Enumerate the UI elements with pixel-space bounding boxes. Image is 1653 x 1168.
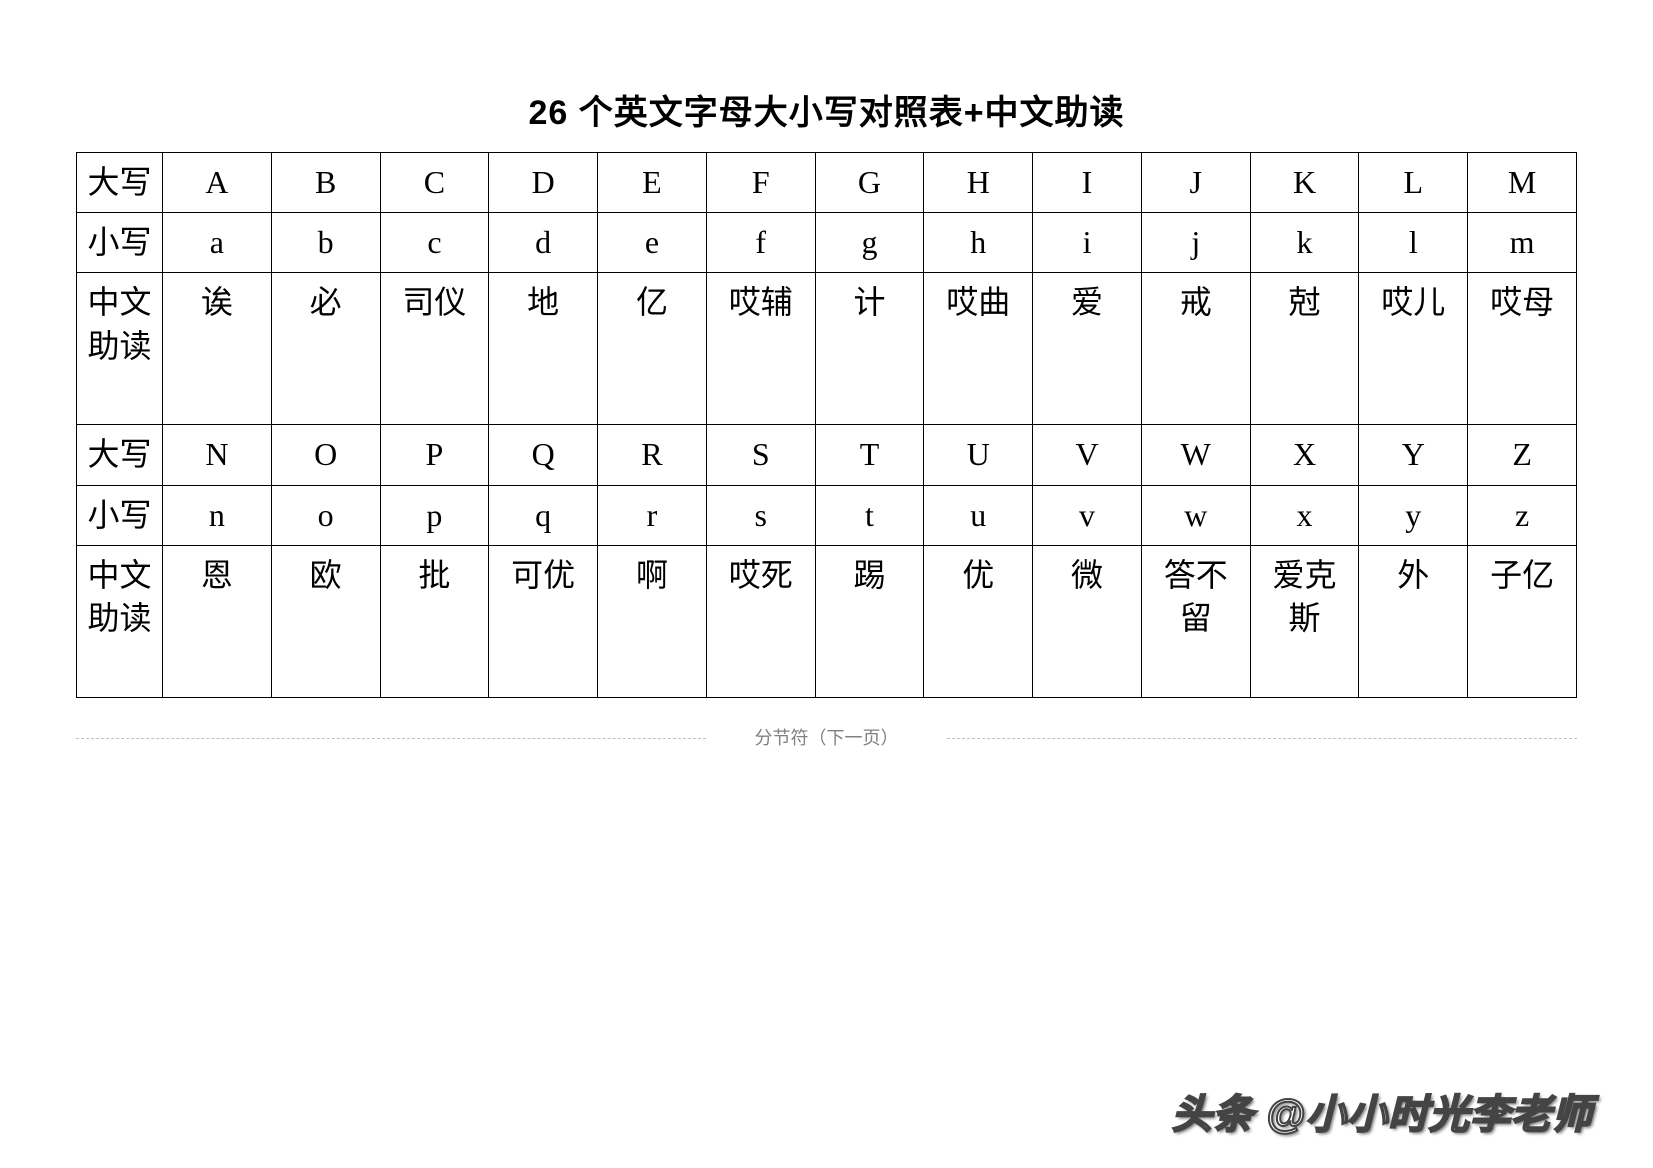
cell: U	[924, 425, 1033, 485]
cell: 哎辅	[706, 273, 815, 425]
cell: Z	[1468, 425, 1577, 485]
watermark: 头条 @小小时光李老师	[1172, 1082, 1593, 1140]
cell: u	[924, 485, 1033, 545]
cell: s	[706, 485, 815, 545]
cell: O	[271, 425, 380, 485]
cell: B	[271, 153, 380, 213]
cell: g	[815, 213, 924, 273]
cell: b	[271, 213, 380, 273]
cell: I	[1033, 153, 1142, 213]
cell: 批	[380, 545, 489, 697]
cell: a	[163, 213, 272, 273]
cell: 哎母	[1468, 273, 1577, 425]
cell: w	[1141, 485, 1250, 545]
cell: 戒	[1141, 273, 1250, 425]
cell: 外	[1359, 545, 1468, 697]
cell: W	[1141, 425, 1250, 485]
cell: 爱	[1033, 273, 1142, 425]
table-row: 大写 N O P Q R S T U V W X Y Z	[77, 425, 1577, 485]
cell: r	[598, 485, 707, 545]
cell: v	[1033, 485, 1142, 545]
cell: i	[1033, 213, 1142, 273]
cell: Y	[1359, 425, 1468, 485]
cell: G	[815, 153, 924, 213]
cell: X	[1250, 425, 1359, 485]
cell: 欧	[271, 545, 380, 697]
cell: o	[271, 485, 380, 545]
cell: K	[1250, 153, 1359, 213]
table-row: 小写 n o p q r s t u v w x y z	[77, 485, 1577, 545]
cell: 必	[271, 273, 380, 425]
cell: N	[163, 425, 272, 485]
cell: x	[1250, 485, 1359, 545]
cell: q	[489, 485, 598, 545]
cell: 爱克斯	[1250, 545, 1359, 697]
cell: 答不留	[1141, 545, 1250, 697]
cell: D	[489, 153, 598, 213]
cell: 优	[924, 545, 1033, 697]
cell: y	[1359, 485, 1468, 545]
cell: F	[706, 153, 815, 213]
cell: 微	[1033, 545, 1142, 697]
table-row: 大写 A B C D E F G H I J K L M	[77, 153, 1577, 213]
cell: 尅	[1250, 273, 1359, 425]
row-label-upper: 大写	[77, 425, 163, 485]
cell: S	[706, 425, 815, 485]
cell: 踢	[815, 545, 924, 697]
row-label-lower: 小写	[77, 485, 163, 545]
cell: 计	[815, 273, 924, 425]
cell: l	[1359, 213, 1468, 273]
cell: Q	[489, 425, 598, 485]
table-row: 小写 a b c d e f g h i j k l m	[77, 213, 1577, 273]
cell: k	[1250, 213, 1359, 273]
cell: d	[489, 213, 598, 273]
cell: c	[380, 213, 489, 273]
section-break-label: 分节符（下一页）	[749, 728, 905, 748]
cell: V	[1033, 425, 1142, 485]
cell: 恩	[163, 545, 272, 697]
cell: f	[706, 213, 815, 273]
cell: 哎曲	[924, 273, 1033, 425]
cell: R	[598, 425, 707, 485]
row-label-upper: 大写	[77, 153, 163, 213]
cell: 可优	[489, 545, 598, 697]
cell: h	[924, 213, 1033, 273]
cell: 亿	[598, 273, 707, 425]
cell: P	[380, 425, 489, 485]
alphabet-table: 大写 A B C D E F G H I J K L M 小写 a b c d …	[76, 152, 1577, 698]
cell: 哎死	[706, 545, 815, 697]
cell: 诶	[163, 273, 272, 425]
page-title: 26 个英文字母大小写对照表+中文助读	[76, 85, 1577, 134]
table-row: 中文助读 诶 必 司仪 地 亿 哎辅 计 哎曲 爱 戒 尅 哎儿 哎母	[77, 273, 1577, 425]
table-row: 中文助读 恩 欧 批 可优 啊 哎死 踢 优 微 答不留 爱克斯 外 子亿	[77, 545, 1577, 697]
cell: A	[163, 153, 272, 213]
row-label-reading: 中文助读	[77, 545, 163, 697]
cell: J	[1141, 153, 1250, 213]
cell: 地	[489, 273, 598, 425]
cell: 啊	[598, 545, 707, 697]
row-label-reading: 中文助读	[77, 273, 163, 425]
cell: T	[815, 425, 924, 485]
cell: 子亿	[1468, 545, 1577, 697]
cell: t	[815, 485, 924, 545]
cell: z	[1468, 485, 1577, 545]
cell: 司仪	[380, 273, 489, 425]
cell: p	[380, 485, 489, 545]
cell: j	[1141, 213, 1250, 273]
cell: 哎儿	[1359, 273, 1468, 425]
cell: L	[1359, 153, 1468, 213]
cell: M	[1468, 153, 1577, 213]
cell: m	[1468, 213, 1577, 273]
cell: e	[598, 213, 707, 273]
row-label-lower: 小写	[77, 213, 163, 273]
section-break: 分节符（下一页）	[76, 726, 1577, 750]
cell: E	[598, 153, 707, 213]
cell: n	[163, 485, 272, 545]
cell: H	[924, 153, 1033, 213]
cell: C	[380, 153, 489, 213]
